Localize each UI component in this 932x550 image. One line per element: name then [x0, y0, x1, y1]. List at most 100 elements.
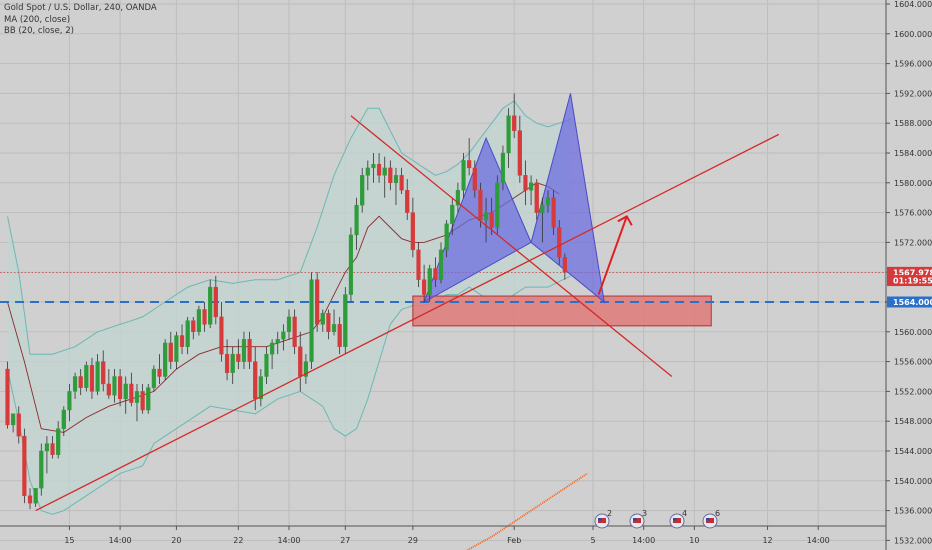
candle	[11, 413, 16, 433]
candle-body	[5, 368, 10, 426]
candle	[163, 339, 168, 381]
event-flag-icon: 3	[629, 509, 647, 529]
candle	[427, 264, 432, 302]
price-tick-label: 1596.000	[894, 60, 932, 69]
candle	[106, 369, 111, 399]
candle	[540, 197, 545, 243]
candle	[489, 197, 494, 235]
candle-body	[168, 342, 173, 362]
event-flag-canton	[673, 518, 677, 521]
candle-body	[405, 190, 410, 213]
time-tick-label: 12	[762, 536, 772, 545]
candle	[337, 316, 342, 355]
candle	[123, 376, 128, 414]
candle	[140, 383, 145, 414]
candle-body	[416, 249, 421, 280]
candle	[500, 145, 506, 191]
candle-body	[264, 353, 269, 377]
price-tick-label: 1572.000	[894, 238, 932, 247]
legend-bb[interactable]: BB (20, close, 2)	[4, 26, 74, 36]
candle-body	[551, 197, 556, 228]
candle	[292, 309, 297, 355]
candle-body	[292, 316, 297, 347]
price-axis[interactable]: 1604.000 1600.000 1596.000 1592.000 1588.000…	[885, 0, 932, 550]
candle-body	[258, 376, 263, 400]
candle	[281, 324, 286, 351]
candle	[472, 160, 477, 198]
candle-body	[455, 190, 460, 206]
candle	[360, 167, 365, 213]
price-tick-label: 1576.000	[894, 209, 932, 218]
candle	[309, 272, 314, 370]
trendline	[35, 133, 780, 512]
candle	[331, 309, 337, 336]
candle	[303, 354, 308, 384]
candle	[236, 339, 241, 370]
candle-body	[78, 376, 83, 388]
price-tick-label: 1588.000	[894, 119, 932, 128]
candle-body	[444, 223, 449, 251]
candle-body	[512, 115, 517, 131]
candle-body	[174, 335, 179, 362]
time-tick-label: 20	[171, 536, 181, 545]
candle-body	[331, 324, 337, 333]
countdown-tag-bg	[887, 275, 932, 287]
candle-body	[208, 286, 213, 325]
candle	[354, 197, 359, 250]
event-flag-stripe	[673, 518, 681, 523]
candle-body	[241, 339, 247, 362]
event-count-label: 6	[715, 509, 720, 518]
candle-body	[33, 488, 38, 504]
candle-body	[348, 234, 354, 295]
candle	[117, 369, 123, 407]
candle-body	[56, 428, 61, 455]
legend-ma[interactable]: MA (200, close)	[4, 14, 71, 25]
candle-body	[191, 320, 196, 333]
candle-body	[253, 361, 258, 400]
candle	[202, 302, 207, 332]
candle-body	[410, 212, 415, 251]
candle	[224, 339, 230, 381]
candle	[286, 309, 292, 340]
time-tick-label: 15	[64, 536, 74, 545]
candle-body	[427, 268, 432, 295]
candle	[517, 115, 522, 183]
candle-body	[275, 339, 280, 344]
candle	[50, 436, 55, 459]
candle	[545, 190, 551, 213]
legend-title[interactable]: Gold Spot / U.S. Dollar, 240, OANDA	[4, 3, 157, 13]
last-price-tag: 1567.978	[893, 268, 932, 277]
candle	[326, 309, 331, 340]
event-flag-icon: 4	[669, 509, 687, 529]
candle	[376, 153, 382, 183]
candle	[264, 346, 269, 384]
event-flag-stripe	[706, 518, 714, 523]
candle-body	[393, 175, 399, 184]
candle-body	[489, 212, 494, 228]
candle	[5, 361, 10, 429]
candle-body	[196, 309, 202, 333]
time-tick-label: 29	[408, 536, 418, 545]
time-tick-label: 14:00	[807, 536, 830, 545]
candle	[84, 361, 89, 392]
candle-body	[151, 368, 156, 388]
candle-body	[163, 342, 168, 377]
candle	[101, 350, 106, 392]
candle-body	[371, 163, 376, 169]
candle	[365, 160, 370, 191]
time-axis[interactable]: 15 14:00 20 22 14:00 27 29 Feb 5 14:00 10 12 14:00	[0, 525, 886, 545]
candle-body	[450, 204, 455, 224]
candle	[89, 357, 95, 399]
candle	[348, 227, 354, 302]
candle	[78, 369, 83, 396]
candle	[72, 372, 78, 399]
candle-body	[337, 324, 342, 347]
price-tick-label: 1548.000	[894, 417, 932, 426]
event-count-label: 2	[607, 509, 612, 518]
candle-body	[157, 368, 162, 377]
candle-body	[270, 342, 275, 355]
candle-body	[557, 227, 562, 258]
candle	[371, 153, 376, 183]
pattern-triangle-left	[423, 136, 532, 304]
